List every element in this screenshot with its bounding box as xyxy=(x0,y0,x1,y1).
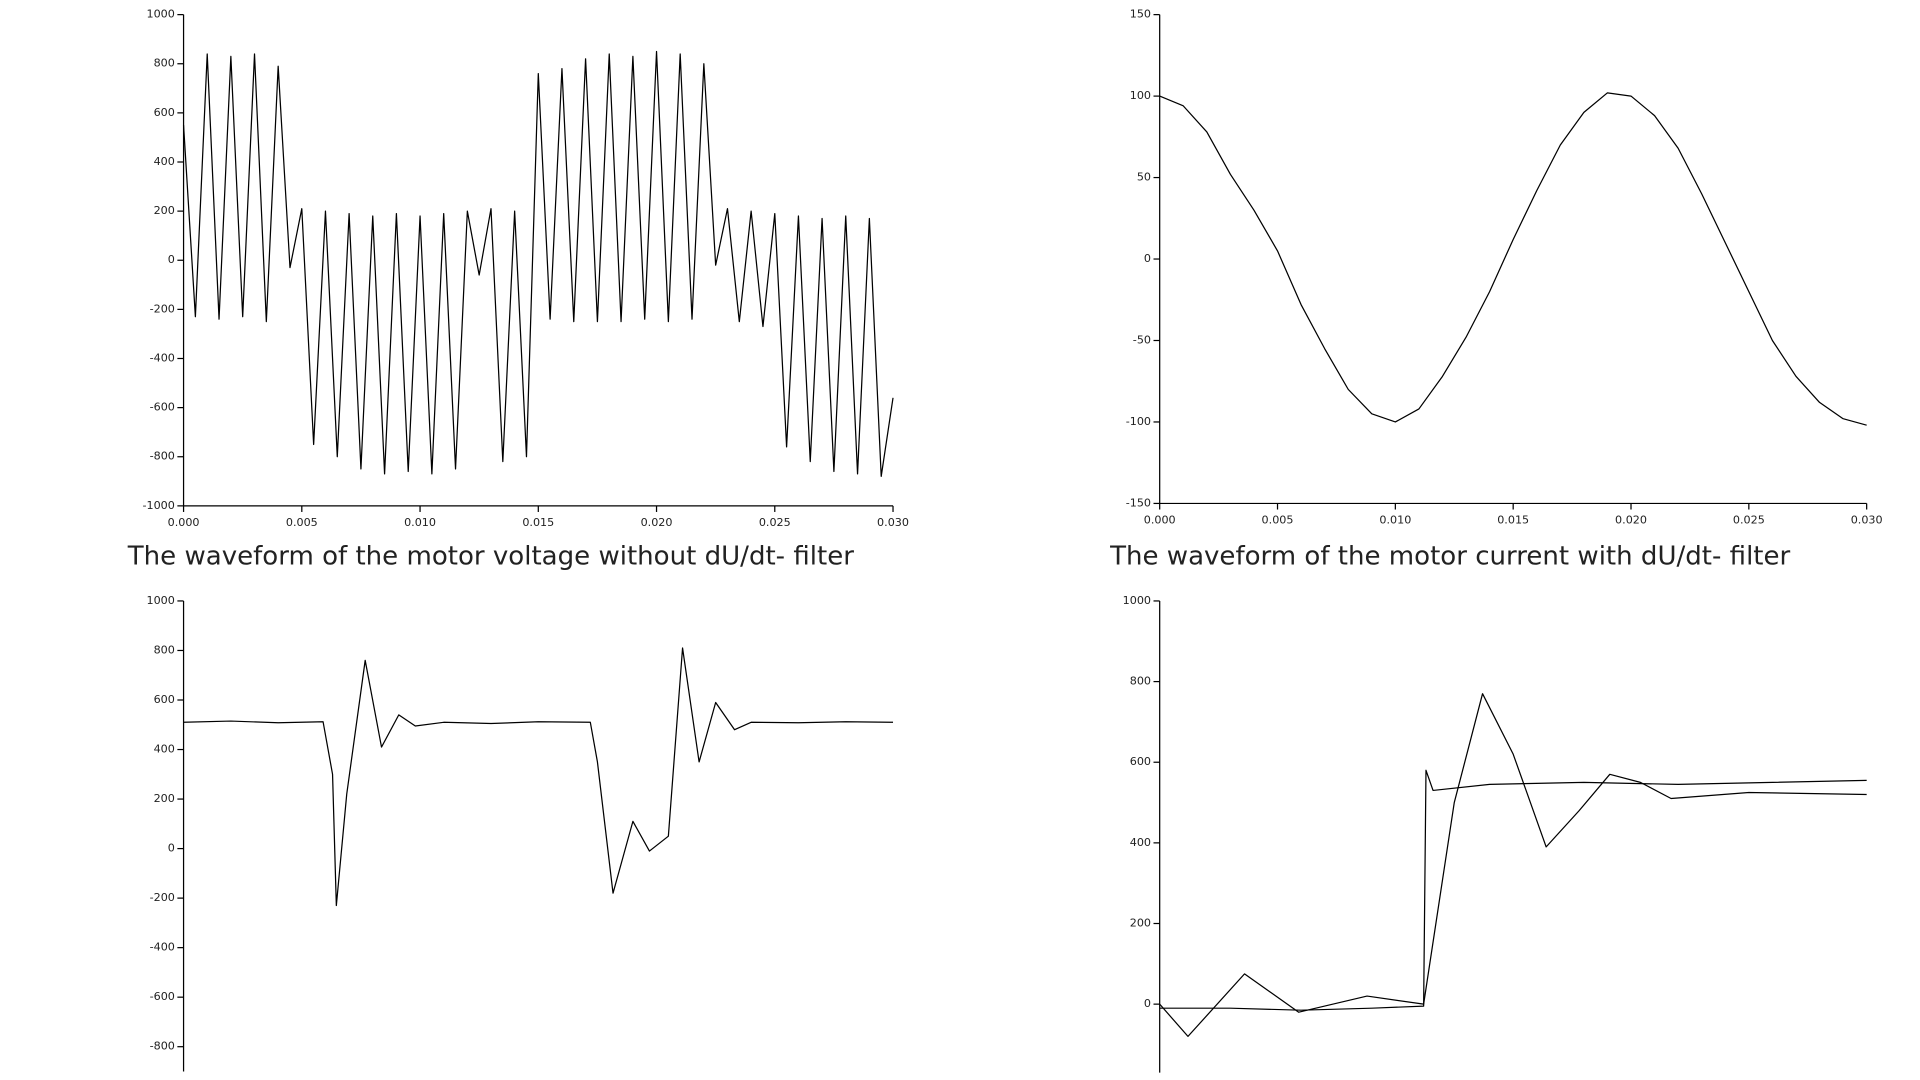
x-tick-label: 0.010 xyxy=(1379,514,1411,527)
y-tick-label: 0 xyxy=(168,253,175,266)
y-tick-label: 600 xyxy=(154,106,175,119)
caption: The waveform of the motor current with d… xyxy=(1109,542,1791,572)
y-tick-label: -600 xyxy=(150,401,175,414)
y-tick-label: -50 xyxy=(1133,334,1151,347)
x-tick-label: 0.020 xyxy=(641,516,673,529)
waveform xyxy=(1159,92,1867,426)
waveform xyxy=(183,647,894,907)
waveform xyxy=(182,50,894,478)
y-tick-label: 200 xyxy=(1130,917,1151,930)
y-tick-label: -400 xyxy=(150,941,175,954)
y-tick-label: 800 xyxy=(154,644,175,657)
y-tick-label: 1000 xyxy=(147,594,175,607)
y-tick-label: 400 xyxy=(154,743,175,756)
y-tick-label: -1000 xyxy=(142,499,174,512)
x-tick-label: 0.010 xyxy=(404,516,436,529)
x-tick-label: 0.030 xyxy=(1851,514,1883,527)
y-tick-label: -800 xyxy=(150,1040,175,1053)
x-tick-label: 0.025 xyxy=(1733,514,1765,527)
y-tick-label: 1000 xyxy=(147,8,175,21)
y-tick-label: 200 xyxy=(154,792,175,805)
y-tick-label: 100 xyxy=(1130,89,1151,102)
y-tick-label: 400 xyxy=(1130,836,1151,849)
x-tick-label: 0.015 xyxy=(1497,514,1529,527)
y-tick-label: -100 xyxy=(1126,415,1151,428)
x-tick-label: 0.030 xyxy=(877,516,909,529)
y-tick-label: 1000 xyxy=(1123,594,1151,607)
y-tick-label: 0 xyxy=(1144,252,1151,265)
waveform xyxy=(1159,693,1867,1038)
y-tick-label: -200 xyxy=(150,891,175,904)
y-tick-label: 150 xyxy=(1130,8,1151,21)
y-tick-label: 400 xyxy=(154,155,175,168)
y-tick-label: 600 xyxy=(154,693,175,706)
y-tick-label: 800 xyxy=(154,57,175,70)
caption: The waveform of the motor voltage withou… xyxy=(127,542,855,572)
x-tick-label: 0.020 xyxy=(1615,514,1647,527)
y-tick-label: 600 xyxy=(1130,755,1151,768)
y-tick-label: -200 xyxy=(150,302,175,315)
x-tick-label: 0.015 xyxy=(522,516,554,529)
y-tick-label: -600 xyxy=(150,990,175,1003)
y-tick-label: 50 xyxy=(1137,171,1151,184)
y-tick-label: 800 xyxy=(1130,675,1151,688)
y-tick-label: 200 xyxy=(154,204,175,217)
y-tick-label: -150 xyxy=(1126,496,1151,509)
y-tick-label: -400 xyxy=(150,352,175,365)
x-tick-label: 0.000 xyxy=(1144,514,1176,527)
x-tick-label: 0.000 xyxy=(168,516,200,529)
x-tick-label: 0.005 xyxy=(286,516,318,529)
y-tick-label: 0 xyxy=(1144,997,1151,1010)
x-tick-label: 0.005 xyxy=(1262,514,1294,527)
y-tick-label: 0 xyxy=(168,842,175,855)
x-tick-label: 0.025 xyxy=(759,516,791,529)
waveform xyxy=(1159,769,1867,1011)
y-tick-label: -800 xyxy=(150,450,175,463)
